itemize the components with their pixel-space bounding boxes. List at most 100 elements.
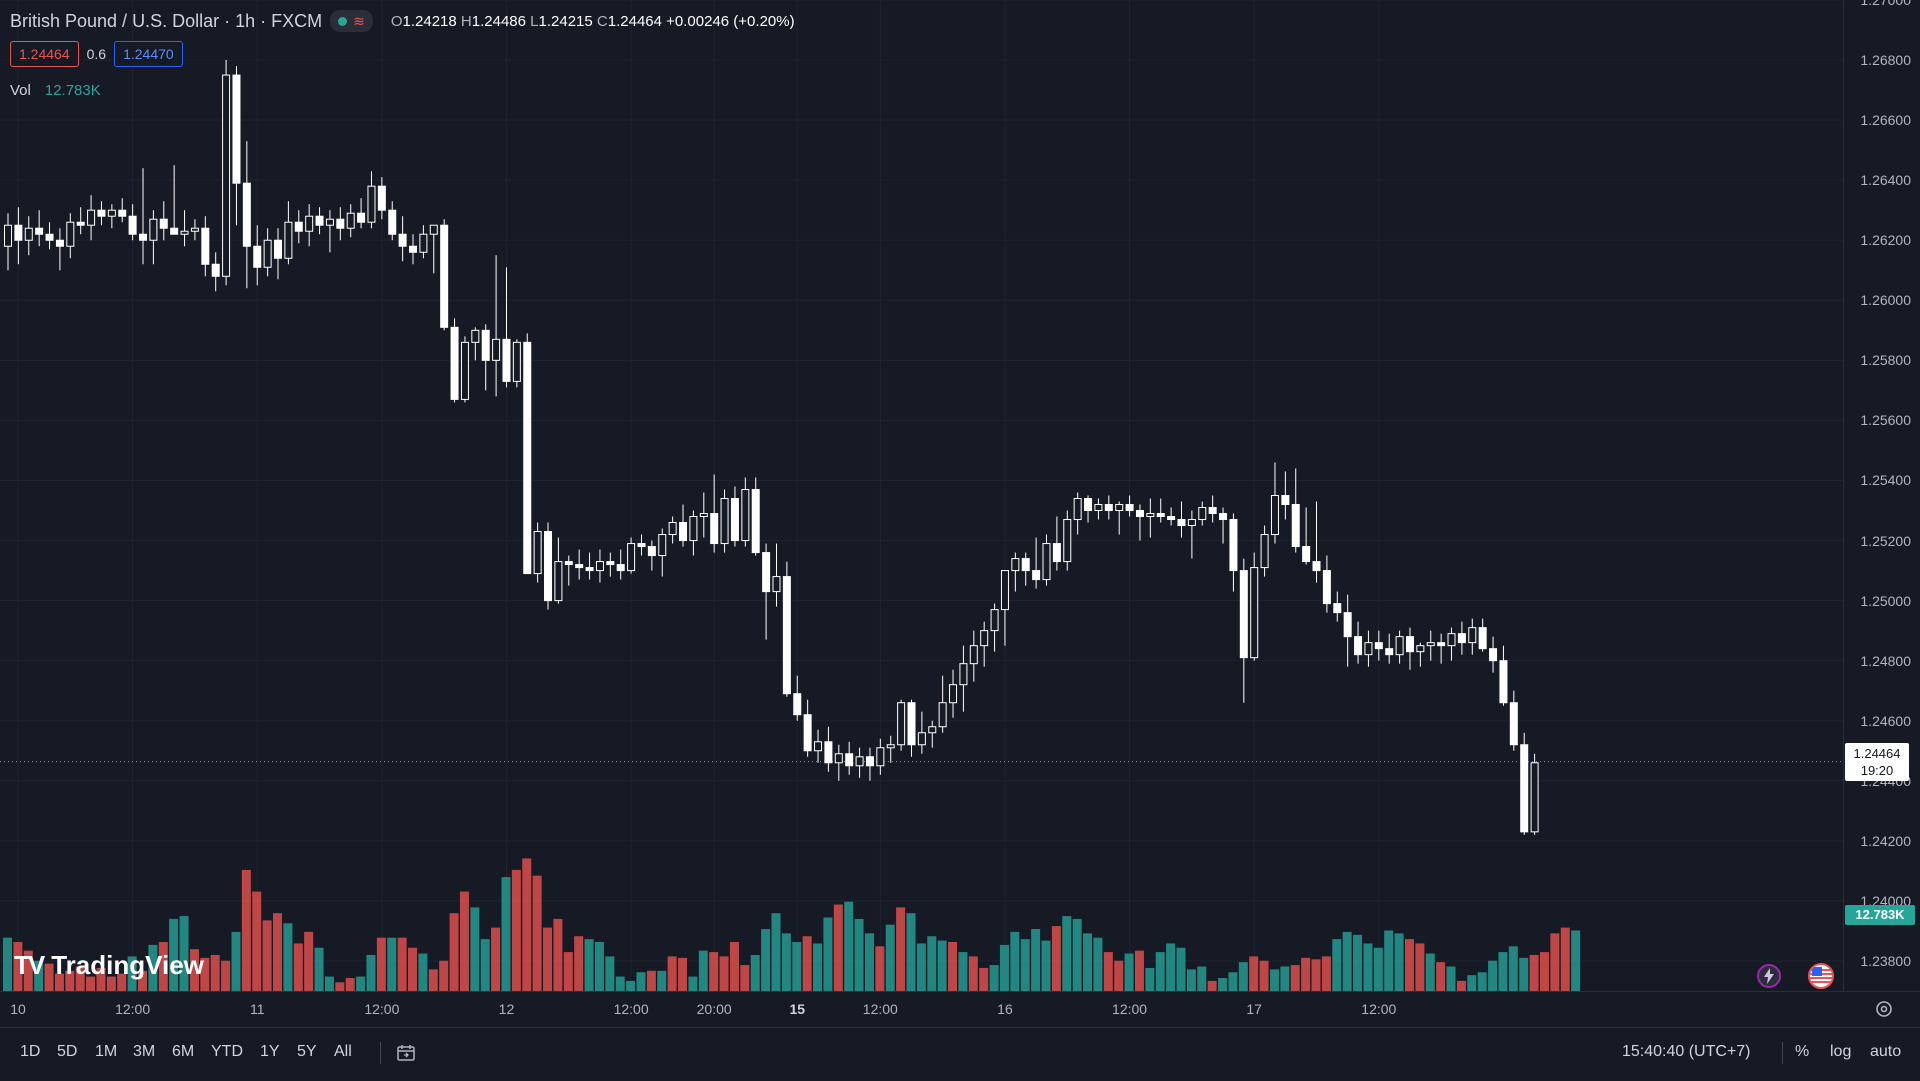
volume-bar bbox=[1488, 960, 1498, 991]
volume-bar bbox=[376, 937, 386, 991]
candle-body-down bbox=[1125, 504, 1134, 512]
time-scale[interactable]: 10 12:00 11 12:00 12 12:00 20:00 15 12:00 16 12:00… bbox=[0, 991, 1920, 1028]
candle-body-up bbox=[1063, 519, 1072, 563]
chart-pane[interactable] bbox=[0, 0, 1843, 991]
volume-bar bbox=[854, 918, 864, 991]
volume-bar bbox=[1373, 947, 1383, 991]
lightning-icon[interactable] bbox=[1756, 963, 1782, 989]
volume-bar bbox=[927, 936, 937, 991]
settings-icon[interactable] bbox=[1873, 998, 1895, 1020]
candle-body-down bbox=[377, 185, 386, 211]
candle-body-up bbox=[222, 74, 231, 277]
tradingview-logo[interactable]: TV TradingView bbox=[14, 950, 204, 981]
symbol-title[interactable]: British Pound / U.S. Dollar · 1h · FXCM bbox=[10, 10, 323, 31]
volume-bar bbox=[1456, 980, 1466, 991]
volume-indicator-value: 12.783K bbox=[44, 82, 101, 99]
candle-body-down bbox=[14, 224, 23, 241]
buy-price-button[interactable]: 1.24470 bbox=[114, 41, 183, 67]
candle-body-down bbox=[1021, 558, 1030, 572]
candle-body-down bbox=[1291, 504, 1300, 548]
range-1d-button[interactable]: 1D bbox=[20, 1043, 41, 1060]
goto-date-icon[interactable] bbox=[395, 1042, 417, 1064]
candle-body-down bbox=[1343, 612, 1352, 638]
candle-body-up bbox=[1468, 627, 1477, 644]
auto-scale-button[interactable]: auto bbox=[1870, 1043, 1902, 1060]
log-scale-button[interactable]: log bbox=[1830, 1043, 1852, 1060]
volume-bar bbox=[335, 982, 345, 991]
candle-body-up bbox=[284, 221, 293, 259]
volume-bar bbox=[75, 966, 85, 991]
toolbar-divider bbox=[1782, 1042, 1783, 1064]
volume-bar bbox=[1228, 972, 1238, 991]
candle-body-up bbox=[1198, 507, 1207, 521]
time-tick-label: 12:00 bbox=[613, 1001, 649, 1017]
volume-indicator-title[interactable]: Vol bbox=[10, 82, 31, 99]
high-value: 1.24486 bbox=[471, 12, 526, 30]
volume-bar bbox=[958, 952, 968, 991]
candle-body-up bbox=[367, 185, 376, 223]
candle-body-down bbox=[616, 564, 625, 572]
volume-bar bbox=[698, 950, 708, 991]
candle-body-down bbox=[575, 564, 584, 569]
candle-body-down bbox=[1156, 513, 1165, 518]
volume-bar bbox=[968, 956, 978, 991]
price-chart[interactable] bbox=[0, 0, 1843, 991]
range-3m-button[interactable]: 3M bbox=[133, 1043, 156, 1060]
us-flag-icon[interactable] bbox=[1808, 963, 1834, 989]
volume-bar bbox=[221, 960, 231, 991]
candle-body-up bbox=[689, 516, 698, 542]
volume-bar bbox=[1446, 966, 1456, 991]
candle-body-up bbox=[917, 732, 926, 746]
volume-bar bbox=[1560, 927, 1570, 991]
percent-scale-button[interactable]: % bbox=[1795, 1043, 1810, 1060]
candle-body-down bbox=[1374, 642, 1383, 650]
range-5d-button[interactable]: 5D bbox=[57, 1043, 78, 1060]
volume-bar bbox=[522, 858, 532, 991]
candle-body-down bbox=[139, 233, 148, 241]
candle-body-up bbox=[533, 531, 542, 575]
range-1y-button[interactable]: 1Y bbox=[260, 1043, 280, 1060]
range-ytd-button[interactable]: YTD bbox=[211, 1043, 243, 1060]
volume-bar bbox=[1041, 940, 1051, 991]
candle-body-down bbox=[242, 182, 251, 247]
candle-body-down bbox=[1509, 702, 1518, 746]
range-5y-button[interactable]: 5Y bbox=[297, 1043, 317, 1060]
timezone-clock[interactable]: 15:40:40 (UTC+7) bbox=[1622, 1043, 1751, 1060]
price-tick-label: 1.25000 bbox=[1860, 592, 1911, 609]
candle-body-down bbox=[118, 209, 127, 217]
range-6m-button[interactable]: 6M bbox=[172, 1043, 195, 1060]
volume-scale-label: 12.783K bbox=[1845, 905, 1915, 925]
candle-body-down bbox=[782, 576, 791, 695]
range-all-button[interactable]: All bbox=[334, 1043, 352, 1060]
candle-body-up bbox=[980, 630, 989, 647]
volume-bar bbox=[615, 976, 625, 991]
volume-bar bbox=[574, 936, 584, 991]
candle-body-up bbox=[1011, 558, 1020, 572]
volume-bar bbox=[283, 923, 293, 991]
candle-body-down bbox=[45, 233, 54, 241]
volume-bar bbox=[1093, 937, 1103, 991]
candle-body-up bbox=[876, 747, 885, 767]
price-tick-label: 1.24600 bbox=[1860, 712, 1911, 729]
volume-bar bbox=[1498, 952, 1508, 991]
volume-bar bbox=[1207, 980, 1217, 991]
volume-bar bbox=[200, 957, 210, 991]
candle-body-down bbox=[730, 498, 739, 542]
volume-bar bbox=[54, 973, 64, 991]
candle-body-down bbox=[1167, 516, 1176, 521]
volume-bar bbox=[428, 969, 438, 991]
volume-bar bbox=[1124, 953, 1134, 991]
candle-body-up bbox=[959, 663, 968, 686]
candle-body-down bbox=[201, 227, 210, 265]
volume-bar bbox=[657, 970, 667, 991]
volume-bar bbox=[1384, 930, 1394, 991]
range-1m-button[interactable]: 1M bbox=[95, 1043, 118, 1060]
sell-price-button[interactable]: 1.24464 bbox=[10, 41, 79, 67]
volume-bar bbox=[532, 875, 542, 991]
candle-body-up bbox=[886, 744, 895, 749]
volume-bar bbox=[324, 976, 334, 991]
price-scale[interactable]: 1.27000 1.26800 1.26600 1.26400 1.26200 1.260… bbox=[1843, 0, 1920, 991]
market-status-pill[interactable]: ≋ bbox=[330, 10, 373, 32]
volume-bar bbox=[1176, 947, 1186, 991]
volume-bar bbox=[138, 970, 148, 991]
